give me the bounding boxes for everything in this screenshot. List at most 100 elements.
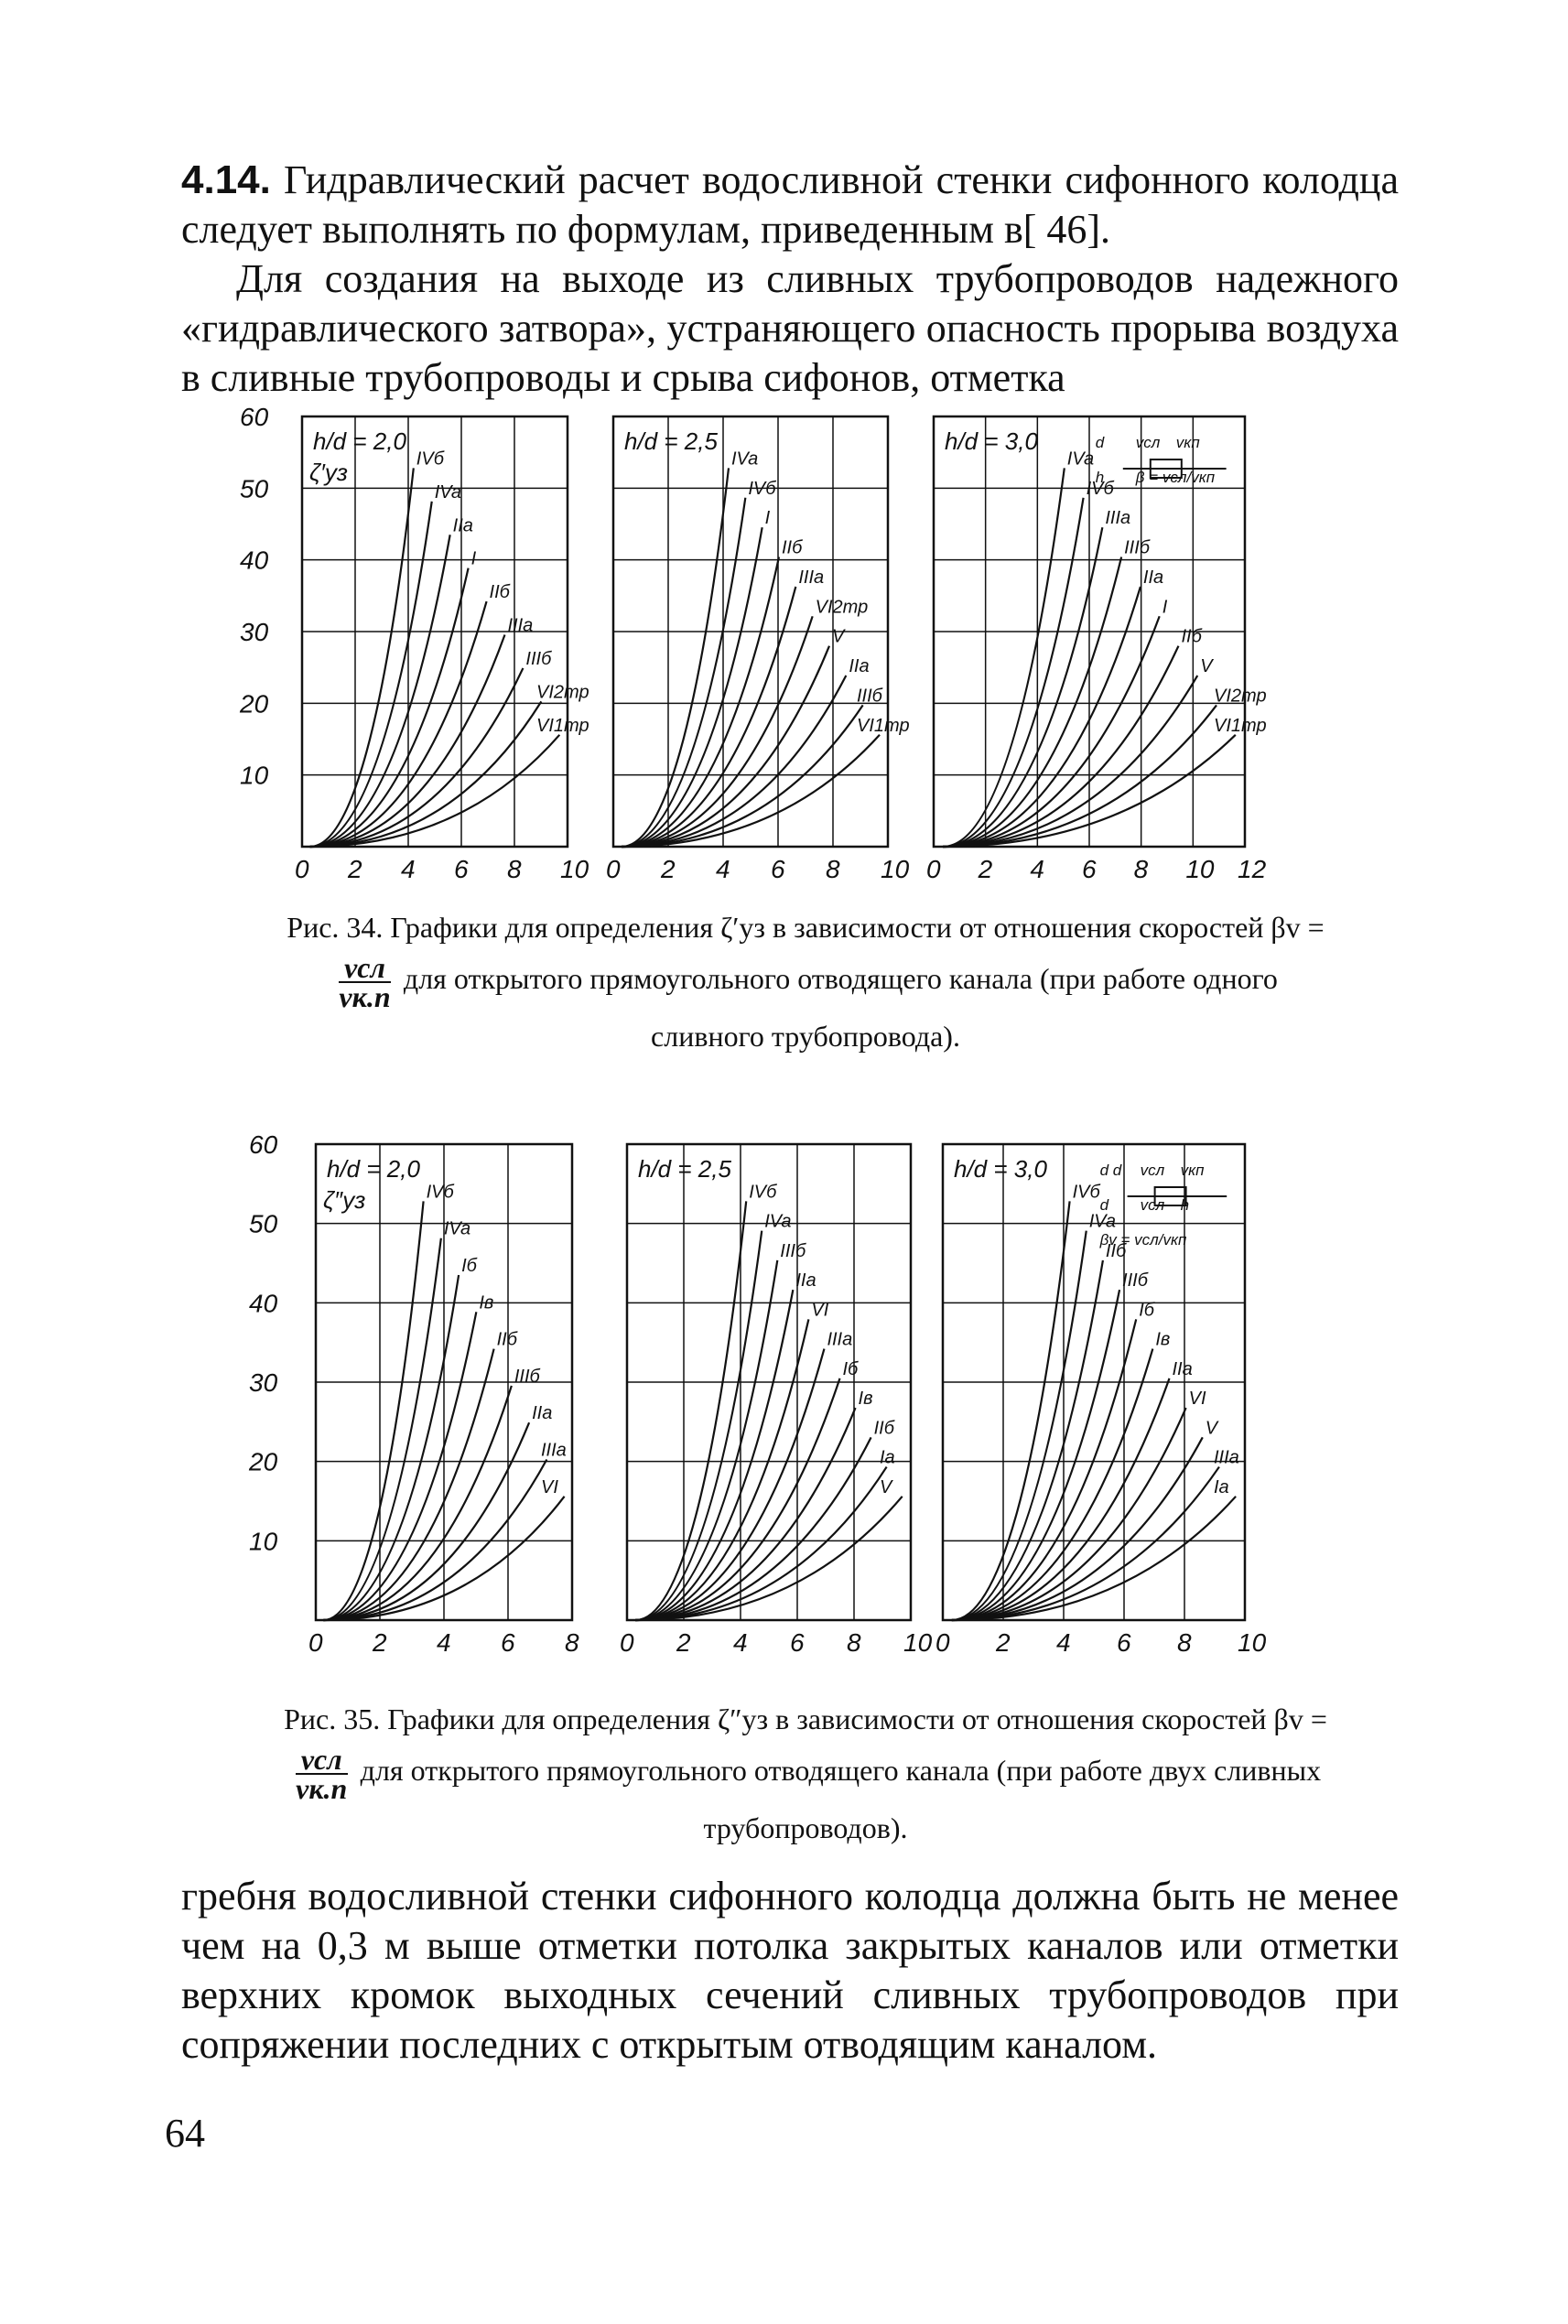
inset-label: d xyxy=(1100,1196,1109,1214)
curve-label: VI2тр xyxy=(536,682,589,702)
x-tick-label: 6 xyxy=(1117,1628,1131,1657)
curve-label: IVб xyxy=(427,1182,455,1202)
x-tick-label: 10 xyxy=(560,855,589,883)
curve-label: I xyxy=(1162,597,1168,617)
curve-label: VI2тр xyxy=(1214,686,1267,706)
curve xyxy=(323,1312,478,1622)
x-tick-label: 0 xyxy=(926,855,941,883)
x-tick-label: 2 xyxy=(347,855,362,883)
curve-label: V xyxy=(1200,656,1214,676)
curve-label: VI2тр xyxy=(816,597,869,617)
curve xyxy=(621,645,831,849)
curve xyxy=(323,1201,425,1622)
curve-label: Iб xyxy=(843,1359,860,1379)
curve-label: IVб xyxy=(749,1182,777,1202)
y-axis-label: ζ″уз xyxy=(323,1186,365,1214)
curve xyxy=(943,557,1123,849)
x-tick-label: 4 xyxy=(437,1628,451,1657)
curve-label: IVб xyxy=(748,479,776,499)
figure-34-fraction: vсл vк.п xyxy=(339,950,391,1013)
section-text-1: Гидравлический расчет водосливной стенки… xyxy=(181,157,1400,252)
curve xyxy=(323,1496,566,1622)
curve xyxy=(621,557,781,849)
curve xyxy=(951,1201,1071,1622)
curve xyxy=(635,1348,826,1622)
inset-label: d xyxy=(1096,434,1105,451)
y-tick-label: 40 xyxy=(240,546,269,575)
curve-label: IVa xyxy=(444,1219,470,1239)
chart-panel: 0 2 4 6 8 10IVбIVaIIaIIIбIIIaIIIбVI2трVI1трh/… xyxy=(295,415,589,883)
x-tick-label: 10 xyxy=(1185,855,1215,883)
curve xyxy=(309,734,561,849)
curve xyxy=(943,675,1199,849)
curve-label: IIIб xyxy=(514,1367,541,1387)
curve xyxy=(951,1230,1087,1622)
curve-label: IIIб xyxy=(1124,538,1151,558)
curve-label: IIIб xyxy=(525,649,552,669)
curve-label: IIa xyxy=(453,515,473,535)
curve-label: V xyxy=(1206,1418,1219,1438)
curve-label: VI1тр xyxy=(536,716,589,736)
inset-pipe xyxy=(1153,1186,1187,1206)
curve xyxy=(309,567,470,849)
curve xyxy=(951,1378,1171,1622)
y-tick-label: 10 xyxy=(249,1527,278,1555)
curve xyxy=(943,526,1104,849)
y-tick-label: 10 xyxy=(240,762,269,790)
curve xyxy=(951,1289,1121,1622)
x-tick-label: 10 xyxy=(1238,1628,1267,1657)
curve-label: IVa xyxy=(731,449,758,469)
curve-label: VI xyxy=(541,1477,558,1497)
curve xyxy=(621,615,814,849)
x-tick-label: 2 xyxy=(676,1628,691,1657)
inset-label: vкп xyxy=(1176,434,1201,451)
x-tick-label: 8 xyxy=(826,855,840,883)
figure-35-fraction: vсл vк.п xyxy=(295,1742,348,1805)
x-tick-label: 6 xyxy=(1082,855,1097,883)
curve-label: I xyxy=(471,549,477,569)
curve xyxy=(323,1274,460,1622)
curve xyxy=(621,468,730,849)
inset-label: vкп xyxy=(1181,1162,1206,1179)
curve-label: V xyxy=(880,1477,893,1497)
curve xyxy=(951,1319,1138,1622)
curve xyxy=(621,497,747,849)
x-tick-label: 4 xyxy=(401,855,416,883)
x-tick-label: 0 xyxy=(935,1628,950,1657)
section-paragraph-1: 4.14. Гидравлический расчет водосливной … xyxy=(181,156,1399,254)
y-tick-label: 50 xyxy=(240,474,269,503)
curve-label: IIa xyxy=(849,656,869,676)
curve-label: IVб xyxy=(1087,479,1115,499)
panel-parameter: h/d = 3,0 xyxy=(945,427,1038,455)
panel-parameter: h/d = 3,0 xyxy=(954,1155,1047,1183)
x-tick-label: 12 xyxy=(1238,855,1267,883)
x-tick-label: 8 xyxy=(1134,855,1149,883)
section-number: 4.14. xyxy=(181,157,271,202)
curve xyxy=(323,1421,531,1622)
curve-label: IIб xyxy=(1181,627,1202,647)
x-tick-label: 4 xyxy=(1056,1628,1071,1657)
x-tick-label: 10 xyxy=(903,1628,933,1657)
curve xyxy=(951,1496,1237,1622)
curve-label: IVa xyxy=(1089,1212,1116,1232)
y-tick-label: 60 xyxy=(240,403,269,431)
x-tick-label: 8 xyxy=(565,1628,579,1657)
chart-panel: 0 2 4 6 8 10 12IVaIVбIIIaIIIбIIaIIIбVVI2трVI1т… xyxy=(926,415,1267,883)
curve xyxy=(635,1201,748,1622)
inset-label: d d xyxy=(1100,1162,1122,1179)
curve-label: IIIб xyxy=(857,686,883,706)
curve-label: IIб xyxy=(1106,1241,1127,1261)
panel-parameter: h/d = 2,5 xyxy=(638,1155,731,1183)
closing-paragraph: гребня водосливной стенки сифонного коло… xyxy=(181,1874,1399,2067)
y-tick-label: 60 xyxy=(249,1130,278,1159)
inset-label: vсл xyxy=(1141,1162,1165,1179)
inset-label: β = vсл/vкп xyxy=(1135,469,1216,486)
curve xyxy=(635,1230,763,1622)
curve xyxy=(943,586,1141,849)
curve-label: VI xyxy=(1189,1389,1206,1409)
curve-label: IVб xyxy=(1073,1182,1101,1202)
